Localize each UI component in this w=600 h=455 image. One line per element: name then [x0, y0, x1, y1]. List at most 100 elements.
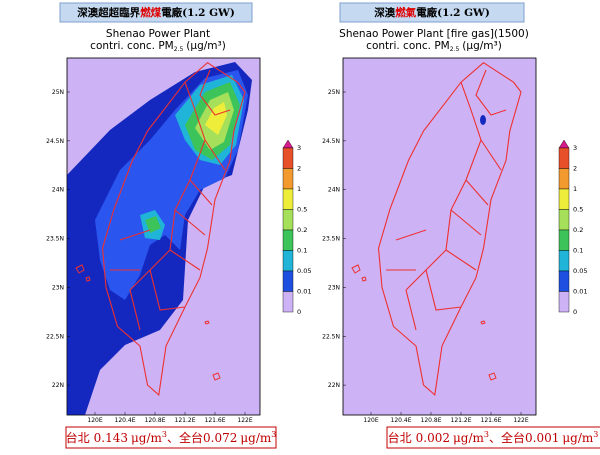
- colorbar-segment: [558, 270, 570, 292]
- plot-title: Shenao Power Plant [fire gas](1500): [339, 28, 529, 40]
- plot-subtitle: contri. conc. PM2.5 (μg/m³): [366, 40, 502, 53]
- lat-tick-label: 24.5N: [46, 138, 64, 145]
- colorbar-segment: [282, 168, 294, 190]
- units: (μg/m³): [186, 40, 226, 52]
- colorbar-label: 0.5: [573, 206, 583, 214]
- footer-box: [65, 426, 277, 449]
- lat-tick-label: 22.5N: [322, 333, 340, 340]
- map-frame: [342, 57, 537, 416]
- colorbar-label: 1: [573, 185, 577, 193]
- lon-tick-label: 120E: [363, 417, 378, 424]
- colorbar-segment: [558, 250, 570, 272]
- colorbar-label: 3: [573, 144, 577, 152]
- lat-tick-label: 23N: [328, 284, 340, 291]
- colorbar-label: 3: [297, 144, 301, 152]
- lat-tick-label: 22N: [328, 382, 340, 389]
- lon-tick-label: 120.4E: [391, 417, 412, 424]
- colorbar-segment: [558, 291, 570, 313]
- subtitle-text: contri. conc. PM: [366, 40, 450, 52]
- footer-text: 台北 0.143 μg/m3、全台0.072 μg/m3: [66, 430, 277, 445]
- colorbar-label: 0.5: [297, 206, 307, 214]
- map-frame: [66, 57, 261, 416]
- colorbar-label: 0: [573, 308, 577, 316]
- colorbar-label: 2: [573, 165, 577, 173]
- concentration-area: [480, 115, 486, 125]
- colorbar-segment: [282, 270, 294, 292]
- lat-tick-label: 25N: [52, 89, 64, 96]
- colorbar-label: 0.01: [573, 288, 587, 296]
- footer-value: 0.072: [203, 431, 237, 445]
- colorbar-segment: [282, 250, 294, 272]
- colorbar-label: 0.1: [573, 247, 583, 255]
- colorbar-label: 0.01: [297, 288, 311, 296]
- lon-tick-label: 120E: [87, 417, 102, 424]
- colorbar-segment: [282, 229, 294, 251]
- map-panel: 深澳超超臨界燃煤電廠(1.2 GW) Shenao Power Plantcont…: [46, 2, 311, 449]
- lon-tick-label: 122E: [513, 417, 528, 424]
- colorbar-segment: [282, 147, 294, 169]
- header-box: [59, 2, 253, 23]
- lon-tick-label: 120.8E: [421, 417, 442, 424]
- lat-tick-label: 25N: [328, 89, 340, 96]
- header-highlight: 燃煤: [140, 6, 161, 19]
- colorbar-label: 0.05: [573, 267, 587, 275]
- footer-place: 台北: [66, 430, 90, 445]
- footer-unit: μg/m: [562, 431, 594, 445]
- footer-exponent: 3: [162, 430, 167, 439]
- footer-exponent: 3: [271, 430, 276, 439]
- lon-tick-label: 121.2E: [451, 417, 472, 424]
- colorbar-label: 2: [297, 165, 301, 173]
- footer-unit: μg/m: [131, 431, 163, 445]
- panels: 深澳超超臨界燃煤電廠(1.2 GW)Shenao Power Plantcont…: [46, 2, 600, 449]
- colorbar-segment: [558, 209, 570, 231]
- header-box: [339, 2, 525, 23]
- lat-tick-label: 24N: [328, 187, 340, 194]
- colorbar-segment: [282, 209, 294, 231]
- colorbar-segment: [558, 168, 570, 190]
- header-prefix: 深澳超超臨界: [77, 6, 140, 19]
- colorbar-label: 0.05: [297, 267, 311, 275]
- footer-place: 、全台: [167, 430, 203, 445]
- subscript: 2.5: [450, 46, 460, 53]
- lon-tick-label: 122E: [237, 417, 252, 424]
- colorbar-segment: [558, 147, 570, 169]
- footer-place: 、全台: [489, 430, 525, 445]
- colorbar-label: 0: [297, 308, 301, 316]
- colorbar-segment: [558, 188, 570, 210]
- lat-tick-label: 23.5N: [322, 236, 340, 243]
- colorbar-label: 0.2: [297, 226, 307, 234]
- colorbar-label: 0.1: [297, 247, 307, 255]
- subscript: 2.5: [174, 46, 184, 53]
- colorbar-segment: [282, 291, 294, 313]
- header-suffix: 電廠(1.2 GW): [416, 6, 490, 19]
- footer-place: 台北: [388, 430, 412, 445]
- subtitle-text: contri. conc. PM: [90, 40, 174, 52]
- colorbar-segment: [558, 229, 570, 251]
- footer-unit: μg/m: [453, 431, 485, 445]
- lat-tick-label: 23.5N: [46, 236, 64, 243]
- lat-tick-label: 24N: [52, 187, 64, 194]
- lat-tick-label: 24.5N: [322, 138, 340, 145]
- footer-exponent: 3: [593, 430, 598, 439]
- concentration-area: [205, 102, 227, 135]
- lon-tick-label: 120.8E: [145, 417, 166, 424]
- header-highlight: 燃氣: [395, 6, 416, 19]
- lon-tick-label: 121.2E: [175, 417, 196, 424]
- colorbar-segment: [282, 188, 294, 210]
- header-prefix: 深澳: [374, 6, 395, 19]
- map-panel: 深澳燃氣電廠(1.2 GW) Shenao Power Plant [fire g…: [322, 2, 600, 449]
- lon-tick-label: 121.6E: [481, 417, 502, 424]
- lat-tick-label: 23N: [52, 284, 64, 291]
- lon-tick-label: 121.6E: [205, 417, 226, 424]
- colorbar-arrow: [282, 139, 294, 149]
- plot-title: Shenao Power Plant: [106, 28, 210, 40]
- lon-tick-label: 120.4E: [115, 417, 136, 424]
- header-title: 深澳超超臨界燃煤電廠(1.2 GW): [77, 6, 235, 19]
- colorbar-label: 1: [297, 185, 301, 193]
- colorbar-arrow: [558, 139, 570, 149]
- header-title: 深澳燃氣電廠(1.2 GW): [374, 6, 490, 19]
- header-suffix: 電廠(1.2 GW): [161, 6, 235, 19]
- footer-box: [386, 426, 600, 449]
- footer-value: 0.001: [525, 431, 559, 445]
